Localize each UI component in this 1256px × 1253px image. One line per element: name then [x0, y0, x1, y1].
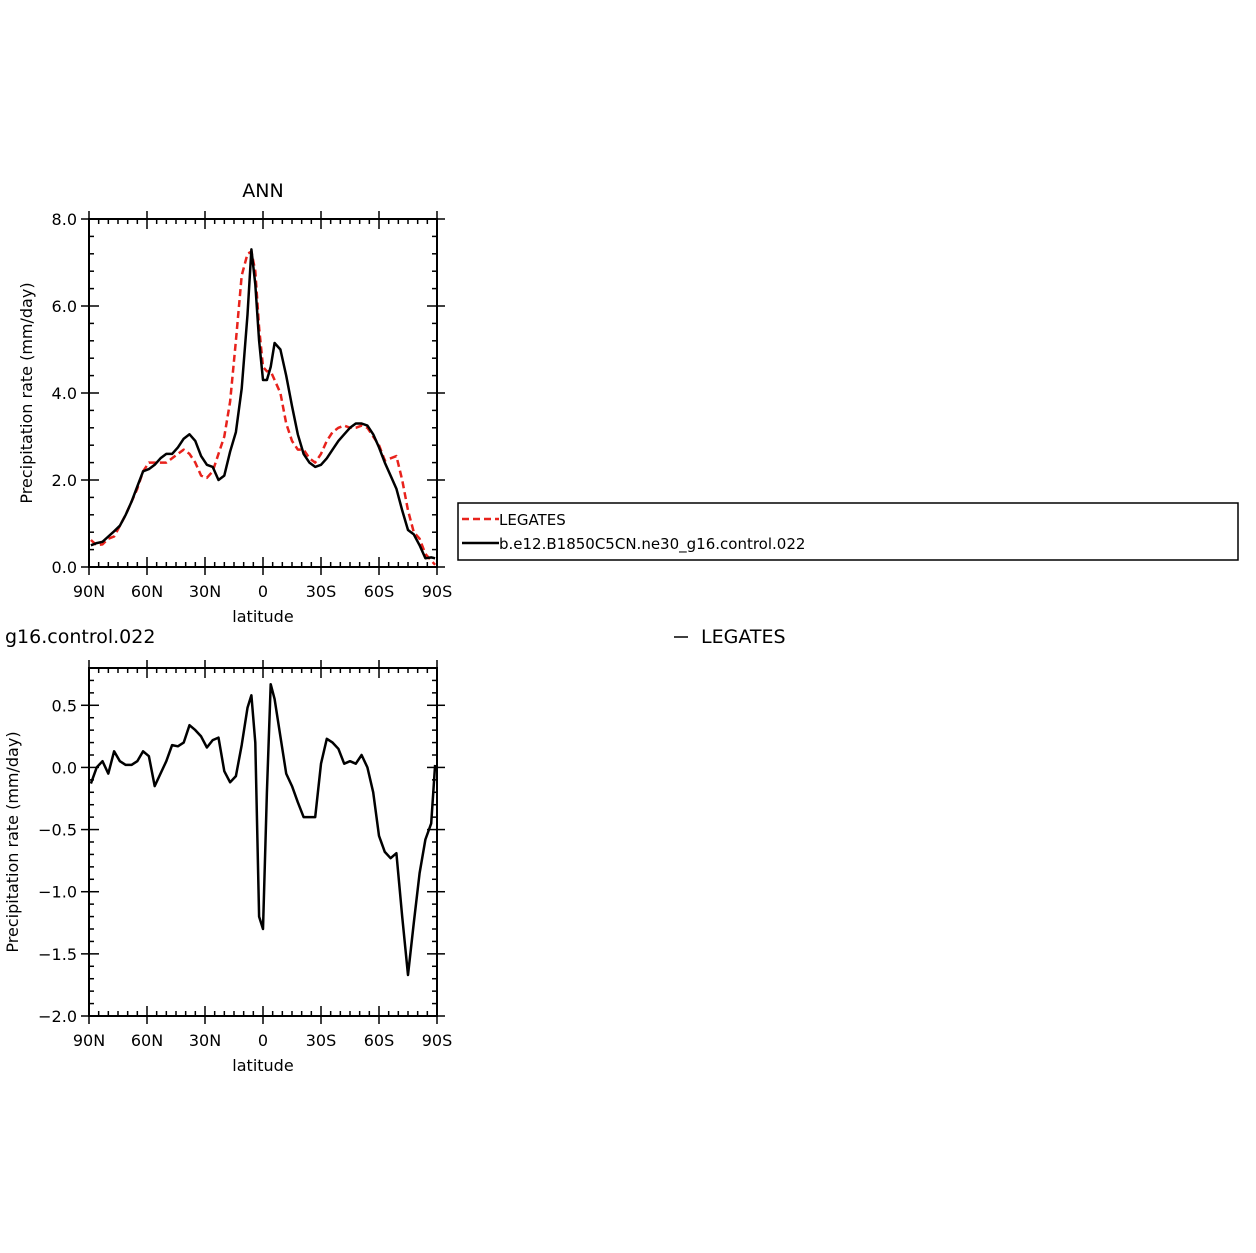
panel2-xtick-label: 30N [189, 1031, 221, 1050]
panel2-xtick-label: 60S [364, 1031, 395, 1050]
legend-label-model: b.e12.B1850C5CN.ne30_g16.control.022 [499, 535, 805, 554]
panel2-plot-frame [88, 667, 438, 1017]
legend-frame [457, 502, 1239, 561]
panel1-xlabel: latitude [232, 607, 293, 626]
panel1-xtick-label: 0 [258, 582, 268, 601]
panel-difference: g16.control.022 LEGATES 90N 60N 30N 0 30S 60S… [3, 626, 786, 1075]
panel1-ytick-label: 2.0 [52, 471, 77, 490]
legend-label-legates: LEGATES [499, 511, 566, 529]
panel2-series [89, 682, 437, 977]
panel2-series-line-model [89, 682, 437, 977]
panel2-ytick-label: −2.0 [38, 1007, 77, 1026]
panel1-xtick-label: 60S [364, 582, 395, 601]
panel1-ticks: 90N 60N 30N 0 30S 60S 90S 0.0 2.0 4.0 6.0 8.0 [52, 210, 453, 601]
panel1-xtick-label: 30N [189, 582, 221, 601]
panel2-xtick-label: 30S [306, 1031, 337, 1050]
panel2-ytick-label: −1.0 [38, 883, 77, 902]
panel1-title: ANN [242, 180, 283, 202]
panel2-xtick-label: 90N [73, 1031, 105, 1050]
panel1-series [90, 248, 437, 566]
panel-annual-mean: ANN 90N 60N 30N 0 30S 60S 90S 0.0 2.0 4.0 6.0 8.0 l… [17, 180, 452, 626]
panel1-xtick-label: 90S [422, 582, 453, 601]
panel1-series-line-model [90, 248, 436, 560]
panel2-ytick-label: 0.5 [52, 696, 77, 715]
legend: LEGATES b.e12.B1850C5CN.ne30_g16.control… [457, 502, 1239, 561]
panel1-ytick-label: 8.0 [52, 210, 77, 229]
panel1-plot-frame [88, 218, 438, 568]
panel2-xlabel: latitude [232, 1056, 293, 1075]
panel1-ylabel: Precipitation rate (mm/day) [17, 282, 36, 503]
panel2-xtick-label: 60N [131, 1031, 163, 1050]
panel2-ytick-label: 0.0 [52, 758, 77, 777]
panel2-ytick-label: −1.5 [38, 945, 77, 964]
panel1-ytick-label: 4.0 [52, 384, 77, 403]
panel1-ytick-label: 0.0 [52, 558, 77, 577]
panel2-xtick-label: 90S [422, 1031, 453, 1050]
panel2-title-left: g16.control.022 [5, 626, 155, 648]
panel2-title-right: LEGATES [701, 626, 786, 648]
panel2-ylabel: Precipitation rate (mm/day) [3, 731, 22, 952]
panel1-series-line-legates [90, 250, 437, 566]
panel1-xtick-label: 90N [73, 582, 105, 601]
panel1-ytick-label: 6.0 [52, 297, 77, 316]
panel2-ytick-label: −0.5 [38, 821, 77, 840]
panel1-xtick-label: 30S [306, 582, 337, 601]
panel2-xtick-label: 0 [258, 1031, 268, 1050]
panel1-xtick-label: 60N [131, 582, 163, 601]
